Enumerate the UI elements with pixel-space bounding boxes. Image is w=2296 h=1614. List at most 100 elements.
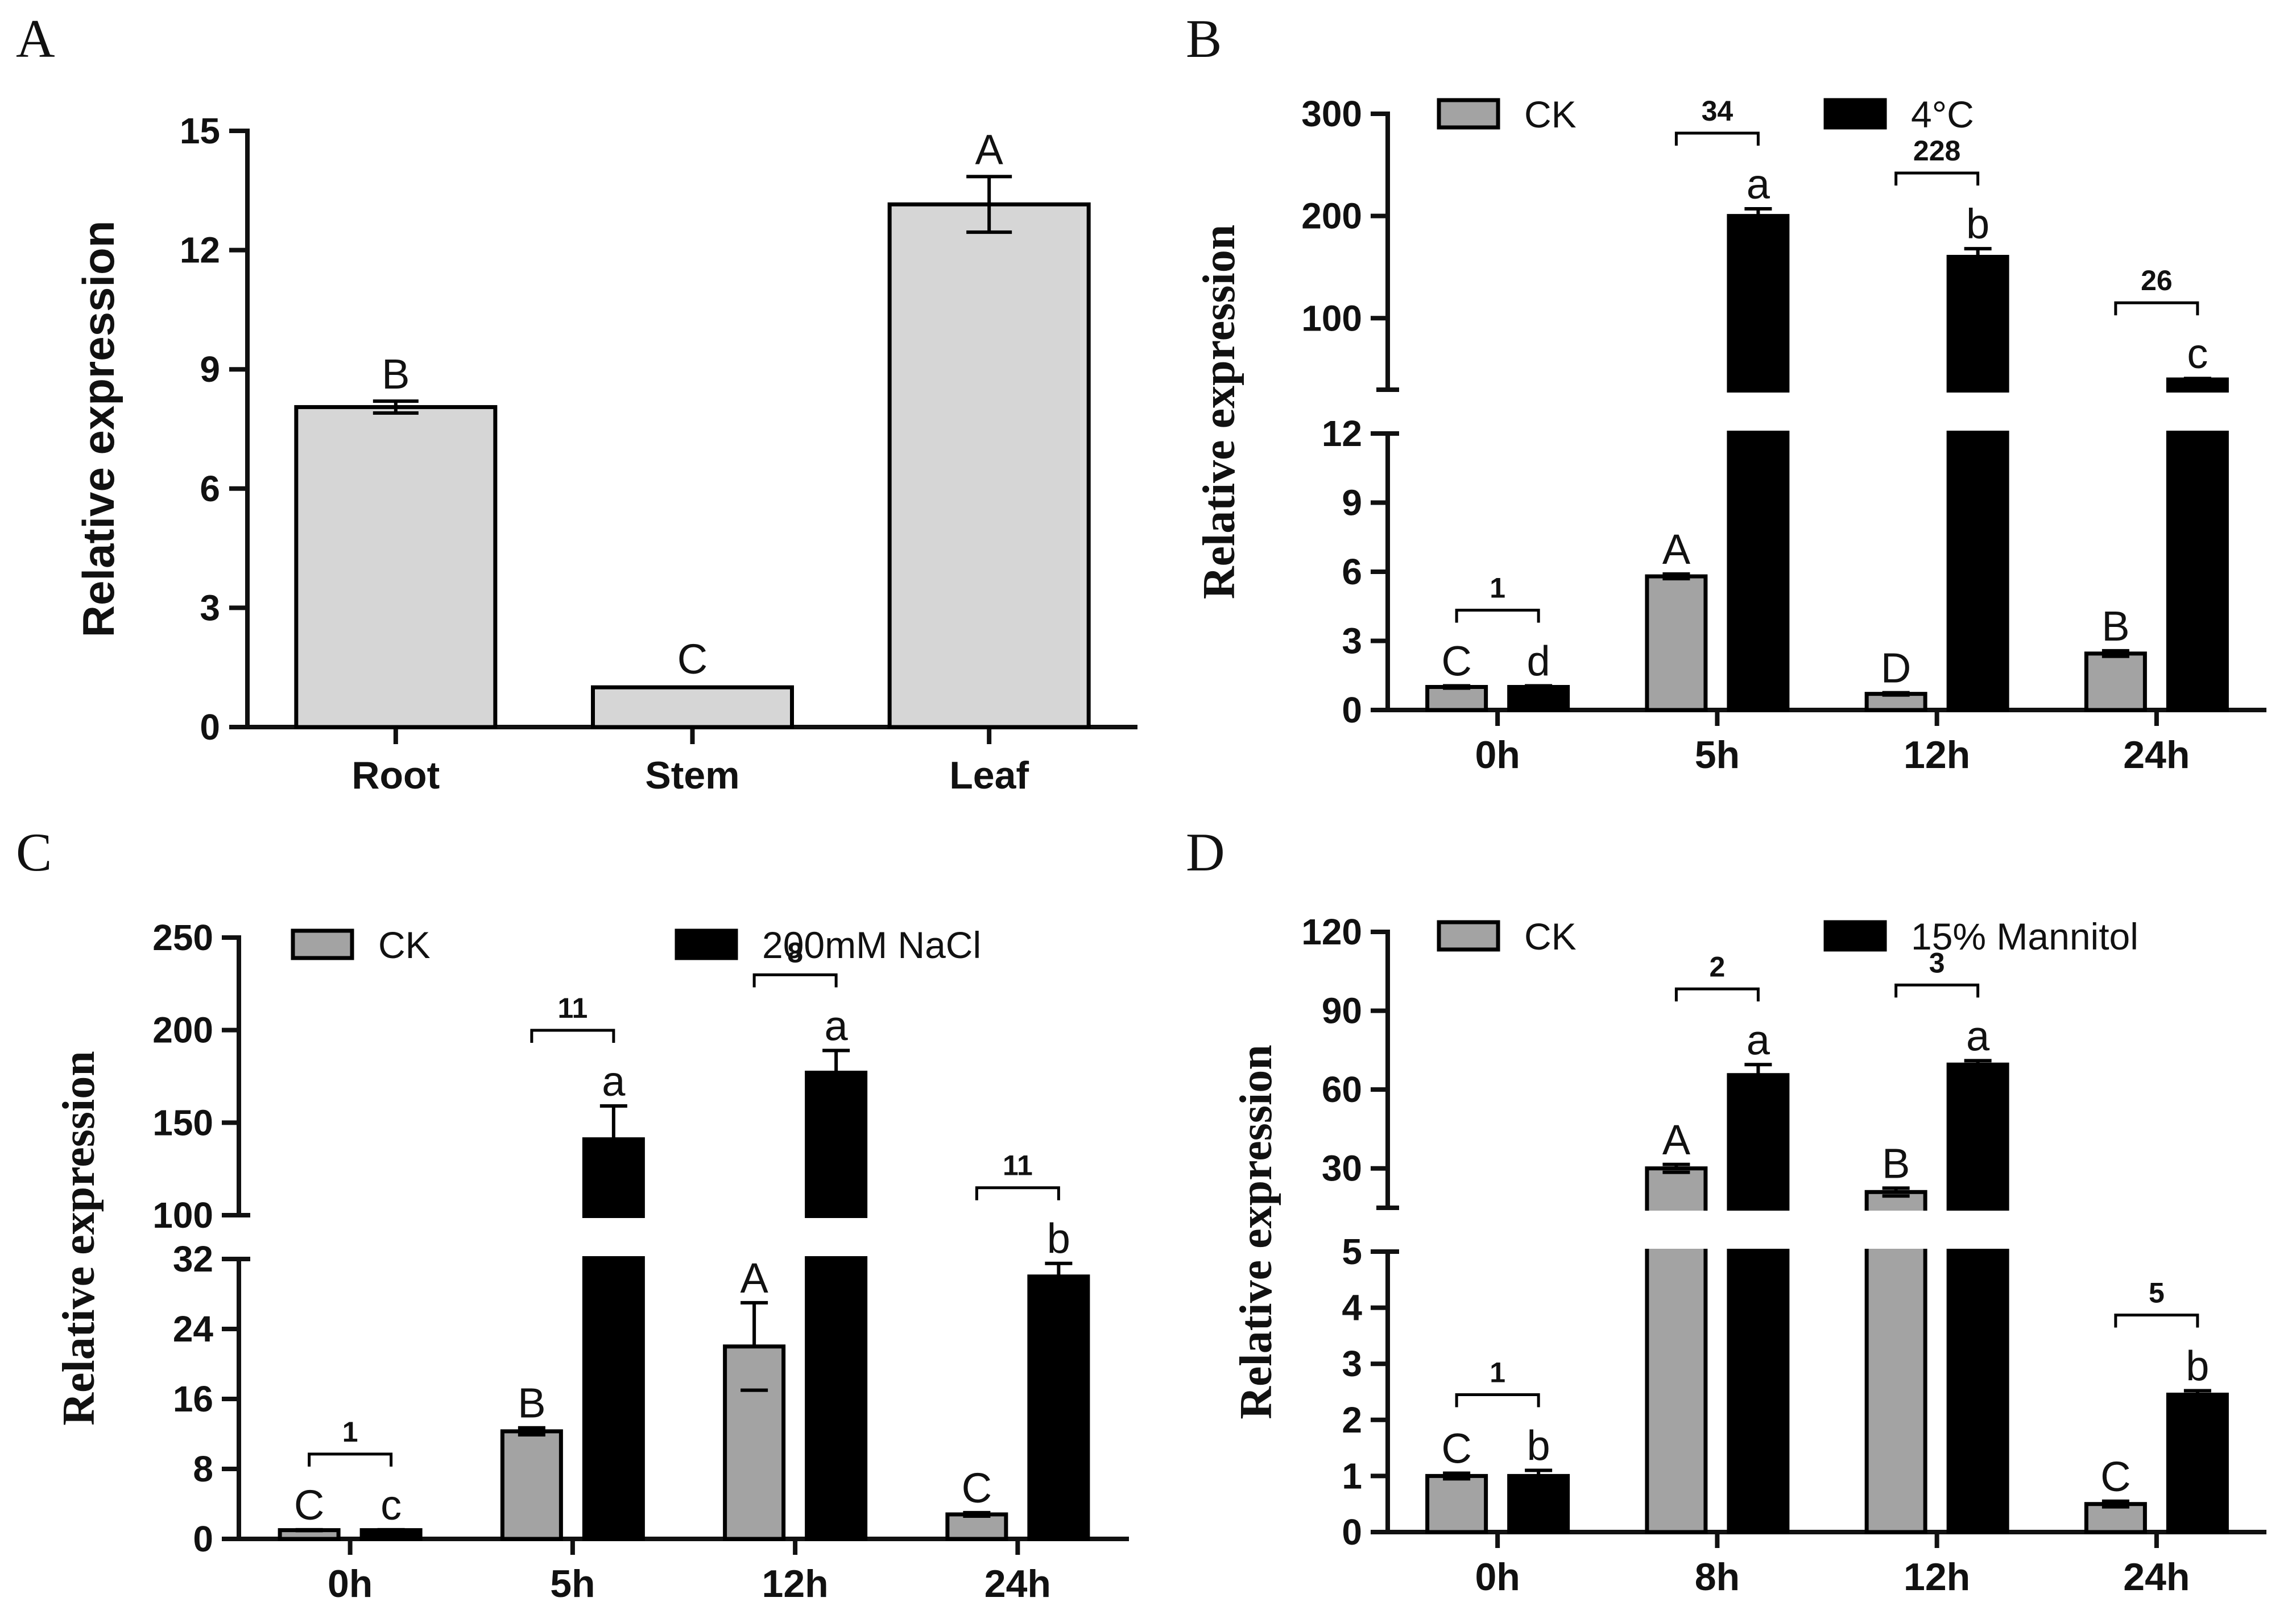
bar xyxy=(723,1344,786,1541)
x-tick-label: 8h xyxy=(1695,1555,1740,1599)
y-tick-label: 0 xyxy=(193,1518,213,1559)
error-bar xyxy=(2183,1389,2211,1395)
bar xyxy=(582,1137,645,1541)
error-bar xyxy=(518,1426,545,1431)
fold-change-label: 1 xyxy=(342,1416,358,1448)
bar xyxy=(1425,1473,1488,1534)
bar-break-gap xyxy=(1862,1211,1930,1249)
error-bar xyxy=(1964,1059,1992,1065)
legend-label: 15% Mannitol xyxy=(1911,915,2138,957)
fold-change-label: 11 xyxy=(1003,1150,1033,1182)
y-tick-label: 90 xyxy=(1322,990,1362,1031)
significance-letter: a xyxy=(1747,160,1770,208)
significance-letter: B xyxy=(518,1380,545,1427)
significance-letter: b xyxy=(1966,200,1989,247)
x-tick-label: 24h xyxy=(984,1562,1051,1605)
error-bar xyxy=(740,1301,768,1347)
error-bar xyxy=(1443,1471,1471,1476)
bar-break-gap xyxy=(1944,1211,2012,1249)
y-tick-label: 1 xyxy=(1342,1455,1362,1496)
bar-break-gap xyxy=(1642,1211,1710,1249)
x-tick-label: 24h xyxy=(2123,733,2190,777)
bar-break-gap xyxy=(1724,1211,1792,1249)
bar xyxy=(2084,1502,2147,1534)
y-tick-label: 60 xyxy=(1322,1069,1362,1110)
error-bar xyxy=(1525,1468,1553,1476)
fold-change-bracket xyxy=(1674,987,1760,1002)
x-tick-label: 0h xyxy=(1475,1555,1520,1599)
significance-letter: c xyxy=(2187,330,2208,377)
fold-change-bracket xyxy=(1674,131,1760,146)
y-tick-label: 300 xyxy=(1301,93,1362,134)
error-bar xyxy=(1045,1261,1073,1277)
fold-change-bracket xyxy=(1455,608,1540,623)
fold-change-bracket xyxy=(2114,301,2199,316)
y-tick-label: 30 xyxy=(1322,1148,1362,1189)
x-tick-label: 0h xyxy=(328,1562,373,1605)
significance-letter: A xyxy=(975,126,1003,173)
fold-change-bracket xyxy=(1894,171,1980,186)
y-tick-label: 6 xyxy=(1342,551,1362,592)
bar xyxy=(1507,1473,1570,1534)
bar xyxy=(805,1070,868,1541)
bar xyxy=(887,202,1091,729)
bar xyxy=(2166,1392,2229,1534)
error-bar xyxy=(599,1104,627,1140)
fold-change-label: 3 xyxy=(1929,947,1945,979)
legend-label: CK xyxy=(378,924,431,966)
y-tick-label: 9 xyxy=(1342,482,1362,523)
y-tick-label: 3 xyxy=(200,587,220,628)
fold-change-label: 34 xyxy=(1702,95,1734,127)
y-axis-label: Relative expression xyxy=(54,1051,104,1425)
error-bar xyxy=(1662,1162,1690,1169)
error-bar xyxy=(373,399,419,415)
y-tick-label: 0 xyxy=(1342,1512,1362,1553)
fold-change-label: 2 xyxy=(1709,951,1725,983)
fold-change-bracket xyxy=(752,973,838,988)
y-tick-label: 12 xyxy=(1322,413,1362,454)
y-tick-label: 16 xyxy=(173,1378,213,1419)
significance-letter: b xyxy=(1527,1422,1550,1469)
bar-break-gap xyxy=(1724,393,1792,431)
legend-swatch xyxy=(1823,98,1887,130)
y-tick-label: 15 xyxy=(180,110,220,151)
significance-letter: a xyxy=(825,1002,849,1049)
bar xyxy=(500,1429,563,1541)
significance-letter: C xyxy=(962,1464,992,1512)
legend-swatch xyxy=(1437,920,1500,952)
bar-break-gap xyxy=(1944,393,2012,431)
error-bar xyxy=(1744,207,1772,216)
error-bar xyxy=(963,1510,991,1514)
bar xyxy=(591,685,794,729)
fold-change-label: 11 xyxy=(557,992,588,1024)
fold-change-bracket xyxy=(975,1186,1060,1200)
y-tick-label: 3 xyxy=(1342,621,1362,662)
panel-letter-b: B xyxy=(1186,9,1222,69)
x-tick-label: 24h xyxy=(2123,1555,2190,1599)
fold-change-label: 5 xyxy=(2149,1277,2165,1309)
significance-letter: D xyxy=(1881,645,1911,692)
bar xyxy=(1946,254,2009,712)
y-axis-lower xyxy=(237,1259,1129,1541)
x-tick-label: 5h xyxy=(1695,733,1740,777)
y-tick-label: 250 xyxy=(152,917,213,958)
y-tick-label: 12 xyxy=(180,230,220,271)
fold-change-bracket xyxy=(1455,1393,1540,1407)
chart-panel-d: 0 1 2 3 4 5 30 60 90 120 Relative expression CK 15% … xyxy=(1231,911,2266,1599)
panel-letter-a: A xyxy=(16,9,55,69)
error-bar xyxy=(2101,649,2129,654)
x-tick-label: Stem xyxy=(645,754,739,797)
error-bar xyxy=(2101,1499,2129,1504)
y-tick-label: 3 xyxy=(1342,1343,1362,1384)
fold-change-label: 228 xyxy=(1913,135,1960,167)
bar xyxy=(1507,685,1570,712)
legend-label: 4°C xyxy=(1911,93,1974,135)
fold-change-bracket xyxy=(1894,983,1980,998)
x-tick-label: Root xyxy=(351,754,440,797)
significance-letter: d xyxy=(1527,637,1550,684)
y-tick-label: 200 xyxy=(1301,196,1362,237)
y-axis-label: Relative expression xyxy=(1194,225,1244,599)
y-tick-label: 100 xyxy=(152,1195,213,1236)
significance-letter: a xyxy=(602,1058,626,1105)
significance-letter: C xyxy=(677,635,708,683)
